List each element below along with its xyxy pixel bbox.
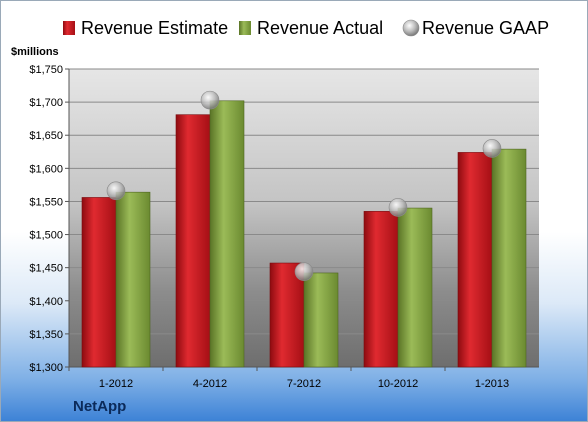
marker-revenue-gaap [388,198,408,217]
bar-revenue-estimate [457,152,493,368]
bar-revenue-actual [397,207,433,368]
marker-revenue-gaap [482,139,502,158]
y-tick-label: $1,650 [29,130,63,142]
legend-swatch [239,21,251,35]
y-tick-label: $1,300 [29,362,63,374]
bar-revenue-actual [209,100,245,368]
y-tick-label: $1,750 [29,64,63,76]
chart-legend: Revenue Estimate Revenue Actual Revenue GA… [63,18,549,38]
legend-swatch [63,21,75,35]
x-axis-ticks: 1-2012 4-2012 7-2012 10-2012 1-2013 [68,367,509,390]
y-tick-label: $1,700 [29,97,63,109]
bar-revenue-estimate [269,262,305,368]
marker-revenue-gaap [200,90,220,110]
y-axis-label: $millions [11,46,59,58]
bars-group [81,100,527,368]
bar-revenue-actual [303,272,339,368]
y-tick-label: $1,600 [29,163,63,175]
legend-swatch [402,19,420,37]
company-label: NetApp [73,398,127,415]
bar-revenue-estimate [81,197,117,368]
marker-revenue-gaap [294,262,314,281]
bar-revenue-estimate [175,114,211,368]
gaap-markers [106,90,502,281]
legend-label: Revenue GAAP [422,18,549,38]
bar-revenue-actual [115,191,151,368]
marker-revenue-gaap [106,181,126,201]
x-tick-label: 4-2012 [193,378,227,390]
legend-label: Revenue Actual [257,18,383,38]
bar-revenue-estimate [363,211,399,368]
bar-revenue-actual [491,148,527,368]
y-tick-label: $1,500 [29,230,63,242]
x-tick-label: 1-2013 [475,378,509,390]
x-tick-label: 1-2012 [99,378,133,390]
y-tick-label: $1,350 [29,329,63,341]
y-tick-label: $1,400 [29,296,63,308]
x-tick-label: 10-2012 [378,378,418,390]
y-tick-label: $1,450 [29,263,63,275]
legend-label: Revenue Estimate [81,18,228,38]
x-tick-label: 7-2012 [287,378,321,390]
y-tick-label: $1,550 [29,196,63,208]
